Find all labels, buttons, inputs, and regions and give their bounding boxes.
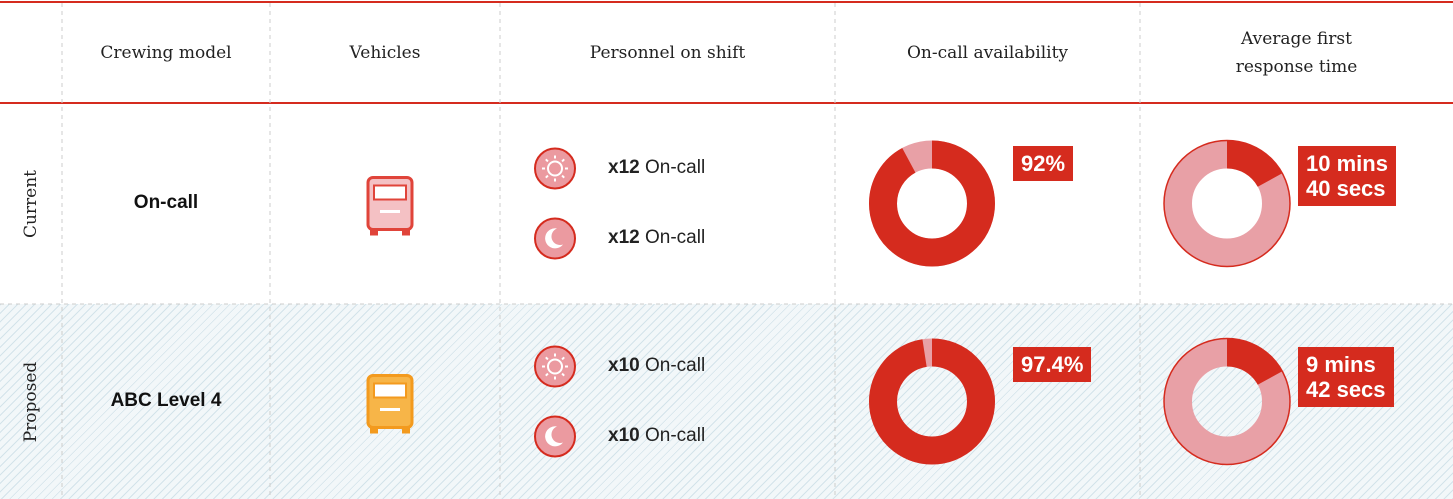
moon-crescent [545, 426, 563, 447]
sun-icon [534, 345, 576, 388]
moon-icon [534, 415, 576, 458]
shift-role: On-call [644, 424, 706, 446]
vehicle-window [373, 184, 407, 201]
column-header: On-call availability [906, 43, 1069, 63]
shift-count: x12 [608, 226, 640, 248]
availability-label: 97.4% [1013, 347, 1092, 382]
sun-core [547, 160, 563, 177]
response-time-line: 10 mins [1306, 151, 1388, 176]
response-time-label: 10 mins 40 secs [1298, 146, 1396, 206]
response-time-line: 9 mins [1306, 352, 1376, 377]
column-header: Crewing model [100, 43, 232, 63]
response-time-label: 9 mins 42 secs [1298, 347, 1394, 407]
column-header: Vehicles [349, 43, 421, 63]
shift-count: x10 [608, 354, 640, 376]
sun-icon [534, 147, 576, 190]
shift-text: x12 On-call [608, 157, 705, 179]
shift-role: On-call [644, 156, 706, 178]
sun-ray [545, 174, 549, 179]
shift-count: x12 [608, 156, 640, 178]
proposed-row-background [0, 304, 1453, 499]
donut-arc [869, 140, 995, 267]
crewing-model: ABC Level 4 [110, 389, 222, 411]
availability-label: 92% [1013, 146, 1074, 181]
vehicle-wheel [402, 229, 410, 236]
shift-text: x10 On-call [608, 425, 705, 447]
shift-role: On-call [644, 226, 706, 248]
vehicle-wheel [402, 427, 410, 434]
response-donut-outline [1163, 139, 1291, 268]
moon-crescent [545, 228, 563, 249]
shift-text: x12 On-call [608, 227, 705, 249]
sun-ray [561, 174, 565, 179]
column-header: Average first response time [1235, 29, 1358, 77]
row-label: Proposed [21, 361, 41, 442]
crewing-model: On-call [133, 191, 199, 213]
shift-count: x10 [608, 424, 640, 446]
sun-ray [561, 372, 565, 377]
sun-ray [561, 356, 565, 361]
sun-ray [545, 372, 549, 377]
response-donut-arc [1164, 140, 1290, 267]
column-header: Personnel on shift [589, 43, 746, 63]
donut-arc [869, 338, 995, 465]
shift-text: x10 On-call [608, 355, 705, 377]
shift-role: On-call [644, 354, 706, 376]
vehicle-wheel [370, 229, 378, 236]
moon-icon [534, 217, 576, 260]
vehicle-wheel [370, 427, 378, 434]
response-time-line: 40 secs [1306, 176, 1386, 201]
vehicle-window [373, 382, 407, 399]
row-label: Current [21, 169, 41, 238]
sun-core [547, 358, 563, 375]
sun-ray [561, 158, 565, 163]
sun-ray [545, 158, 549, 163]
response-donut-outline [1163, 337, 1291, 466]
response-donut-arc [1164, 338, 1290, 465]
response-time-line: 42 secs [1306, 377, 1386, 402]
sun-ray [545, 356, 549, 361]
